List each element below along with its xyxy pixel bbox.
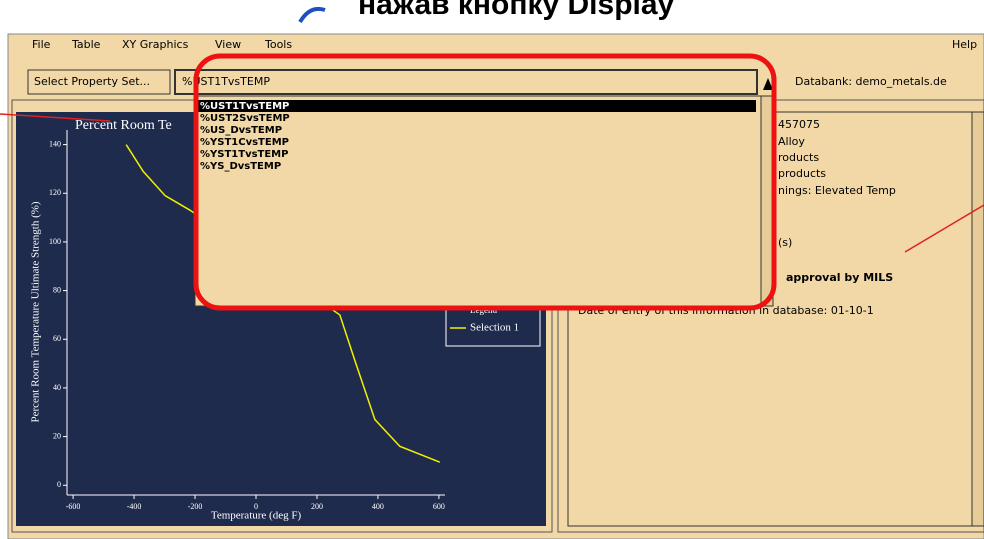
y-tick-label: 140 — [49, 139, 61, 148]
x-tick-label: -600 — [66, 502, 81, 511]
menu-bar: File Table XY Graphics View Tools — [32, 38, 292, 51]
dropdown-scrollbar[interactable] — [760, 95, 774, 307]
info-line: 457075 — [778, 118, 820, 131]
y-axis-label: Percent Room Temperature Ultimate Streng… — [30, 201, 42, 422]
dropdown-items: %UST1TvsTEMP%UST2SvsTEMP%US_DvsTEMP%YST1… — [196, 100, 756, 172]
dropdown-item[interactable]: %UST1TvsTEMP — [200, 101, 289, 112]
menu-item[interactable]: XY Graphics — [122, 38, 189, 51]
dropdown-item[interactable]: %YS_DvsTEMP — [200, 161, 281, 172]
combo-arrow[interactable] — [763, 78, 773, 90]
curve — [125, 144, 441, 463]
menu-item[interactable]: Tools — [264, 38, 292, 51]
pointer-line — [904, 204, 984, 253]
y-tick-label: 0 — [57, 480, 61, 489]
y-tick-label: 60 — [53, 334, 61, 343]
legend-label: Selection 1 — [470, 322, 519, 334]
menu-item[interactable]: Table — [71, 38, 101, 51]
y-tick-label: 100 — [49, 237, 61, 246]
x-tick-label: 200 — [311, 502, 323, 511]
dropdown-item[interactable]: %YST1CvsTEMP — [200, 137, 289, 148]
x-axis-label: Temperature (deg F) — [211, 510, 302, 522]
select-button[interactable] — [27, 69, 171, 95]
y-tick-label: 20 — [53, 431, 61, 440]
select-button-label: Select Property Set... — [34, 75, 150, 88]
info-approval: approval by MILS — [786, 271, 893, 284]
y-tick-label: 120 — [49, 188, 61, 197]
dropdown-item[interactable]: %UST2SvsTEMP — [200, 113, 290, 124]
scrollbar[interactable] — [971, 111, 984, 527]
selected-item — [196, 100, 756, 112]
y-tick-label: 40 — [53, 383, 61, 392]
menu-help[interactable]: Help — [952, 38, 977, 51]
info-line: Alloy — [778, 135, 805, 148]
combo-value: %UST1TvsTEMP — [182, 75, 270, 88]
x-tick-label: 0 — [254, 502, 258, 511]
slide-title: нажав кнопку Display — [358, 0, 675, 21]
info-line: products — [778, 167, 826, 180]
x-tick-label: 400 — [372, 502, 384, 511]
y-tick-label: 80 — [53, 285, 61, 294]
dropdown-item[interactable]: %YST1TvsTEMP — [200, 149, 288, 160]
info-line: (s) — [778, 236, 792, 249]
info-line: nings: Elevated Temp — [778, 184, 896, 197]
databank: Databank: demo_metals.de — [795, 75, 947, 88]
x-tick-label: 600 — [433, 502, 445, 511]
x-tick-label: -200 — [188, 502, 203, 511]
icon — [298, 6, 326, 24]
highlight-box — [193, 53, 777, 311]
menu-item[interactable]: File — [32, 38, 51, 51]
x-tick-label: -400 — [127, 502, 142, 511]
plot-title: Percent Room Te — [75, 118, 172, 133]
menu-item[interactable]: View — [215, 38, 241, 51]
dropdown-item[interactable]: %US_DvsTEMP — [200, 125, 282, 136]
combo-box[interactable] — [174, 69, 758, 95]
pointer-line — [0, 113, 111, 122]
info-line: roducts — [778, 151, 819, 164]
